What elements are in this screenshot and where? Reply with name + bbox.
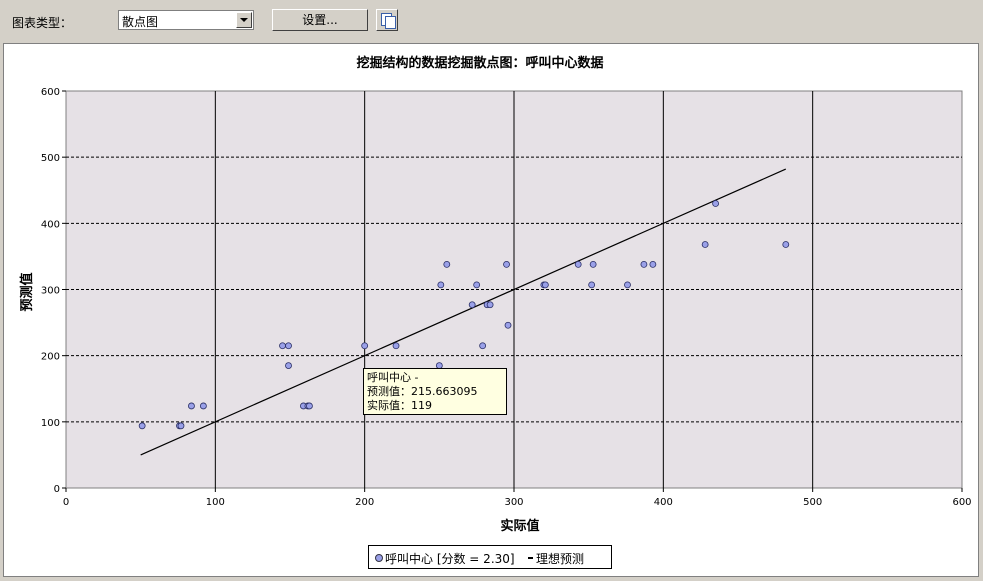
data-point xyxy=(712,200,719,207)
data-point xyxy=(177,422,185,430)
data-point xyxy=(437,281,445,289)
x-tick-label: 600 xyxy=(952,497,971,508)
axis-ticks: 0 100 200 300 400 500 600 0 100 200 300 400 500 600 xyxy=(41,87,972,508)
ideal-line xyxy=(140,168,787,456)
y-tick-label: 600 xyxy=(41,87,60,98)
chart-title: 挖掘结构的数据挖掘散点图：呼叫中心数据 xyxy=(356,55,603,71)
data-point xyxy=(541,281,549,289)
chart-type-label: 图表类型： xyxy=(12,16,73,30)
y-axis-label: 预测值 xyxy=(19,272,35,311)
y-tick-label: 300 xyxy=(41,286,60,297)
data-point xyxy=(624,281,631,289)
legend-ideal-marker xyxy=(528,557,533,559)
x-tick-label: 400 xyxy=(654,497,673,508)
data-point xyxy=(588,281,596,289)
legend-ideal-label: 理想预测 xyxy=(536,552,585,566)
data-point xyxy=(199,402,207,410)
data-point xyxy=(468,301,476,309)
data-point xyxy=(473,281,481,289)
data-point xyxy=(279,342,286,350)
data-point xyxy=(361,342,369,350)
ideal-prediction-line xyxy=(140,168,787,456)
data-point xyxy=(486,301,494,309)
legend-series-label: 呼叫中心 [分数 = 2.30] xyxy=(385,552,515,566)
x-tick-label: 200 xyxy=(355,497,374,508)
copy-button[interactable] xyxy=(376,9,398,31)
data-point xyxy=(701,241,709,248)
data-point xyxy=(443,260,451,268)
chevron-down-icon[interactable] xyxy=(236,12,252,28)
data-point xyxy=(504,321,512,329)
y-tick-label: 500 xyxy=(41,153,60,164)
x-tick-label: 500 xyxy=(803,497,822,508)
data-point xyxy=(306,402,313,410)
data-point xyxy=(649,260,657,268)
tooltip-predicted: 预测值：215.663095 xyxy=(367,385,478,398)
data-point xyxy=(574,260,582,268)
data-point xyxy=(392,342,400,350)
data-point xyxy=(479,342,487,350)
data-point xyxy=(589,260,597,268)
chart-type-value: 散点图 xyxy=(122,15,159,29)
chart-type-select[interactable]: 散点图 xyxy=(118,10,254,30)
legend-series-marker xyxy=(375,554,383,562)
data-point xyxy=(782,241,790,248)
x-tick-label: 300 xyxy=(504,497,523,508)
data-points xyxy=(138,200,790,430)
x-tick-label: 0 xyxy=(63,497,69,508)
y-tick-label: 100 xyxy=(41,418,60,429)
y-tick-label: 200 xyxy=(41,352,60,363)
data-point xyxy=(640,260,648,268)
data-point xyxy=(503,260,510,268)
data-point xyxy=(285,362,292,369)
data-point xyxy=(285,342,292,350)
settings-button[interactable]: 设置... xyxy=(272,9,368,31)
y-tick-label: 0 xyxy=(54,484,60,495)
data-point-tooltip: 呼叫中心 - 预测值：215.663095 实际值：119 xyxy=(363,368,507,415)
chart-legend: 呼叫中心 [分数 = 2.30] 理想预测 xyxy=(368,545,612,569)
toolbar: 图表类型： 散点图 设置... xyxy=(0,0,983,40)
tooltip-series: 呼叫中心 - xyxy=(367,371,419,384)
x-axis-label: 实际值 xyxy=(500,518,539,534)
tooltip-actual: 实际值：119 xyxy=(367,399,432,412)
x-tick-label: 100 xyxy=(206,497,225,508)
data-point xyxy=(138,422,146,430)
y-tick-label: 400 xyxy=(41,219,60,230)
data-point xyxy=(188,402,195,410)
